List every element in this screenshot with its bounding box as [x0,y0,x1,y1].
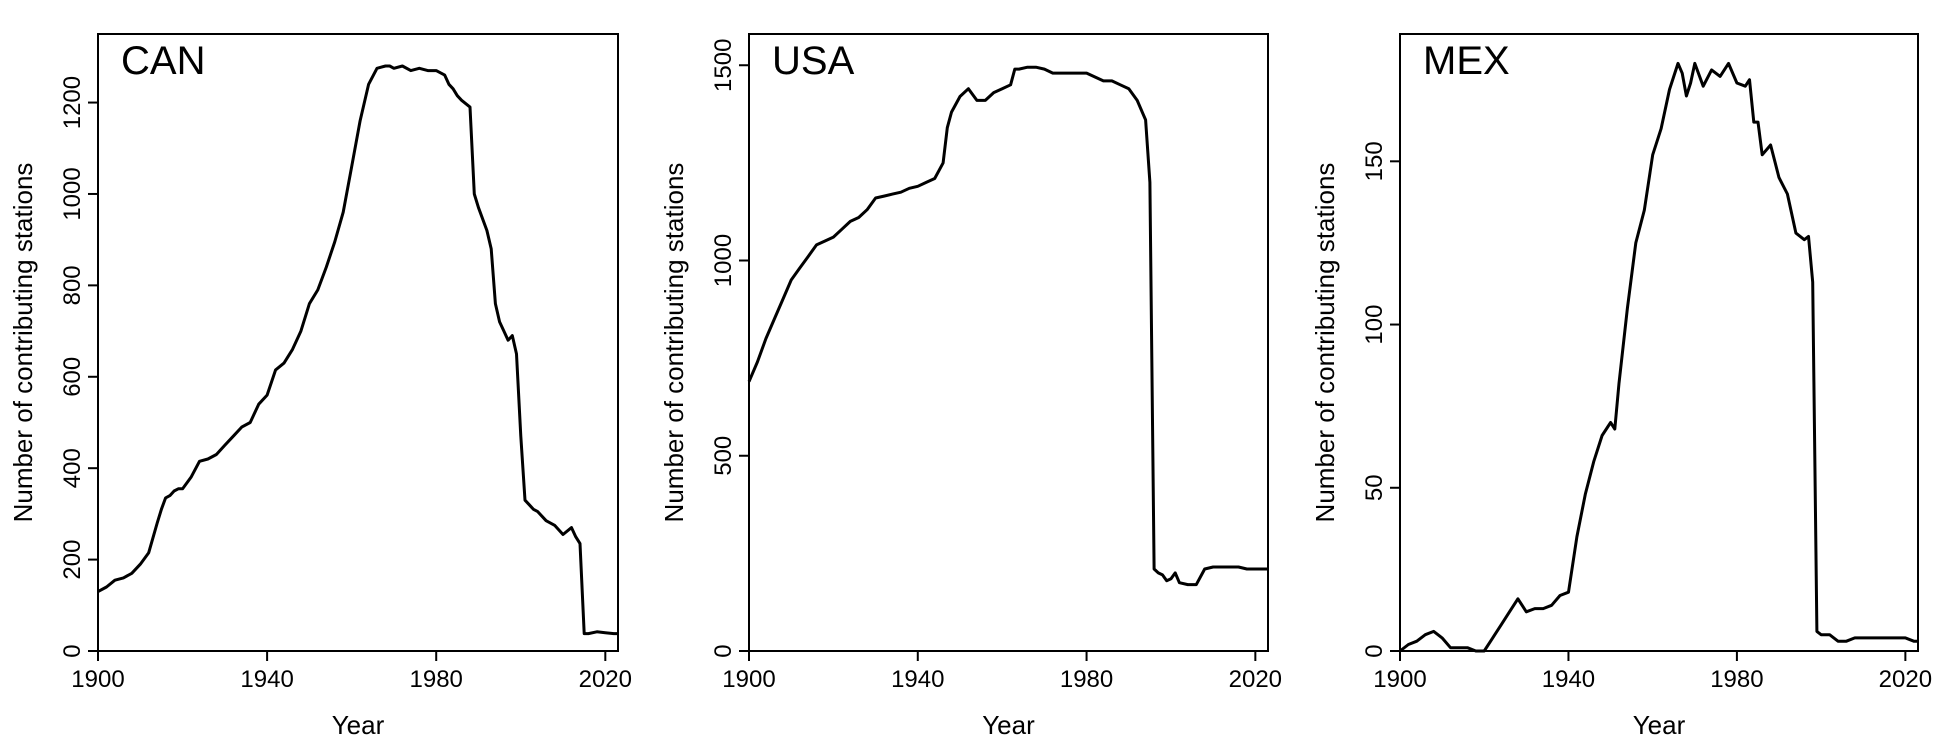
mex-y-axis-label: Number of contributing stations [1310,163,1340,523]
mex-y-tick-label: 150 [1361,141,1388,181]
can-series-line [97,64,618,636]
panel-usa: 1900 1940 1980 2020 0 500 1000 1500 Year Number o… [659,33,1282,740]
mex-x-tick-label: 2020 [1879,666,1932,693]
usa-x-tick-label: 1980 [1060,666,1113,693]
usa-panel-title: USA [772,39,855,83]
can-y-tick-label: 800 [59,265,86,305]
usa-x-tick-label: 1940 [891,666,944,693]
can-y-tick-label: 0 [59,644,86,657]
can-y-tick-label: 1200 [59,76,86,129]
panel-can: 1900 1940 1980 2020 0 200 400 600 800 1000 1200 Yea… [8,33,632,740]
can-x-tick-label: 1980 [410,666,463,693]
mex-x-axis-label: Year [1633,710,1686,740]
usa-y-tick-label: 0 [710,644,737,657]
can-plot-frame [97,33,619,652]
can-y-tick-label: 1000 [59,167,86,220]
usa-plot-frame [748,33,1269,652]
usa-y-axis-label: Number of contributing stations [659,163,689,523]
usa-x-axis-label: Year [982,710,1035,740]
usa-x-tick-label: 2020 [1229,666,1282,693]
can-x-axis-label: Year [332,710,385,740]
usa-y-tick-label: 1000 [710,234,737,287]
usa-series-line [747,65,1268,587]
can-panel-title: CAN [121,39,205,83]
can-x-tick-label: 1940 [240,666,293,693]
mex-x-tick-label: 1980 [1710,666,1763,693]
mex-y-tick-label: 50 [1361,474,1388,501]
mex-y-tick-label: 100 [1361,305,1388,345]
can-y-axis-label: Number of contributing stations [8,163,38,523]
usa-y-tick-label: 500 [710,436,737,476]
can-y-tick-label: 200 [59,540,86,580]
mex-x-tick-label: 1940 [1542,666,1595,693]
panel-mex: 1900 1940 1980 2020 0 50 100 150 Year Number of c… [1310,33,1932,740]
can-y-tick-label: 400 [59,448,86,488]
usa-y-tick-label: 1500 [710,39,737,92]
can-x-tick-label: 2020 [579,666,632,693]
mex-y-tick-label: 0 [1361,644,1388,657]
mex-plot-frame [1399,33,1919,652]
mex-x-tick-label: 1900 [1373,666,1426,693]
usa-x-tick-label: 1900 [722,666,775,693]
mex-series-line [1399,61,1918,653]
can-y-tick-label: 600 [59,357,86,397]
mex-panel-title: MEX [1423,39,1510,83]
can-x-tick-label: 1900 [71,666,124,693]
